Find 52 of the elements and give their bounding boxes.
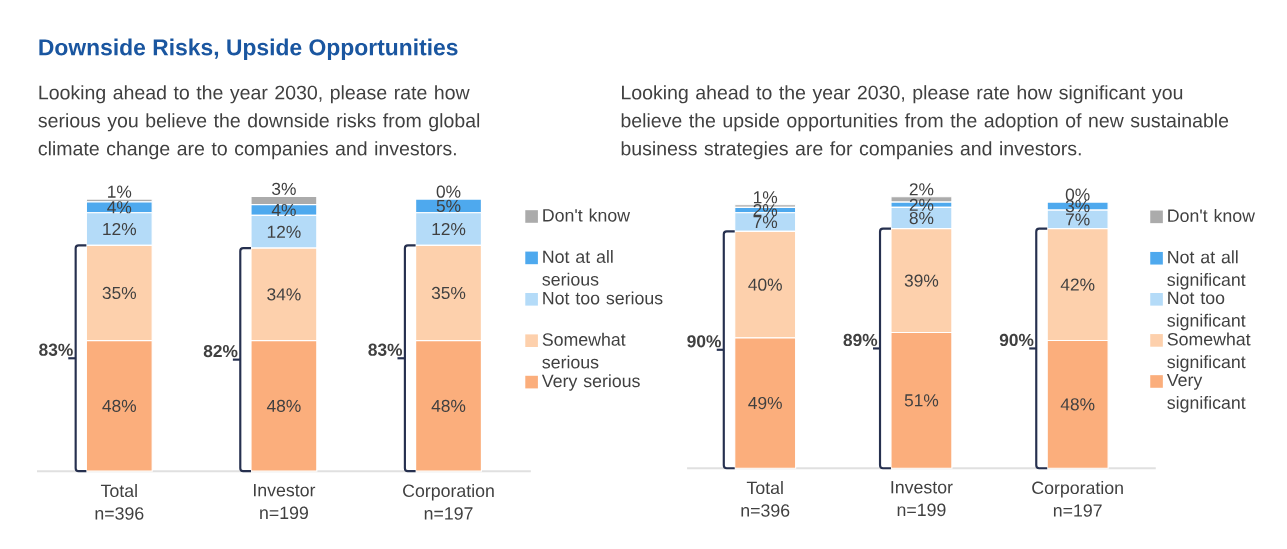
data-label: 5% [436,199,461,212]
data-label: 34% [267,288,301,301]
annotation: 89% [843,333,878,347]
x-tick-label: Investor n=199 [891,481,953,517]
data-label: 12% [103,222,137,236]
data-label: 3% [272,182,296,195]
x-tick-label: Corporation n=197 [1032,481,1123,517]
data-label: 35% [102,286,137,300]
data-label: 2% [909,183,934,196]
data-label: 1% [108,185,132,198]
data-label: 0% [436,185,461,198]
annotation: 83% [368,343,403,356]
data-label: 4% [107,201,132,214]
data-label: 48% [1060,398,1095,411]
legend-label: Somewhat serious [542,332,626,369]
data-label: 12% [267,225,301,238]
legend-label: Not too significant [1167,291,1246,331]
data-label: 12% [432,222,466,236]
data-label: 48% [102,399,137,412]
data-label: 0% [1065,188,1090,201]
x-tick-label: Total n=396 [95,484,144,520]
data-label: 48% [431,399,466,412]
chart-title: Downside Risks, Upside Opportunities [39,38,458,60]
legend-label: Very serious [541,374,640,391]
data-label: 7% [1066,213,1090,226]
data-label: 1% [753,191,778,204]
data-label: 39% [904,274,939,287]
data-label: 51% [904,394,939,407]
x-tick-label: Total n=396 [741,481,790,517]
legend-label: Somewhat significant [1167,332,1251,372]
legend-label: Not at all significant [1167,250,1246,290]
data-label: 49% [748,396,782,410]
data-label: 42% [1060,278,1095,291]
legend-label: Don't know [1168,208,1255,222]
chart-subtitle: Looking ahead to the year 2030, please rate how significant you believe the upside opportunities from the adoption of new sustainable business strategies are for companies and investors. [621,85,1229,160]
legend-label: Not at all serious [542,249,613,286]
legend-label: Don't know [543,208,631,222]
data-label: 7% [753,215,778,229]
legend-label: Not too serious [543,291,663,305]
annotation: 90% [687,335,721,348]
data-label: 8% [909,211,934,225]
x-tick-label: Corporation n=197 [403,484,494,520]
annotation: 82% [203,344,238,358]
annotation: 83% [39,343,73,356]
legend-label: Very significant [1166,373,1246,413]
data-label: 40% [748,278,782,291]
chart-subtitle: Looking ahead to the year 2030, please rate how serious you believe the downside risks from global climate change are to companies and investors. [38,85,480,160]
data-label: 48% [266,399,301,412]
data-label: 4% [271,203,296,217]
data-label: 35% [431,286,466,300]
x-tick-label: Investor n=199 [253,484,316,520]
annotation: 90% [999,333,1034,347]
